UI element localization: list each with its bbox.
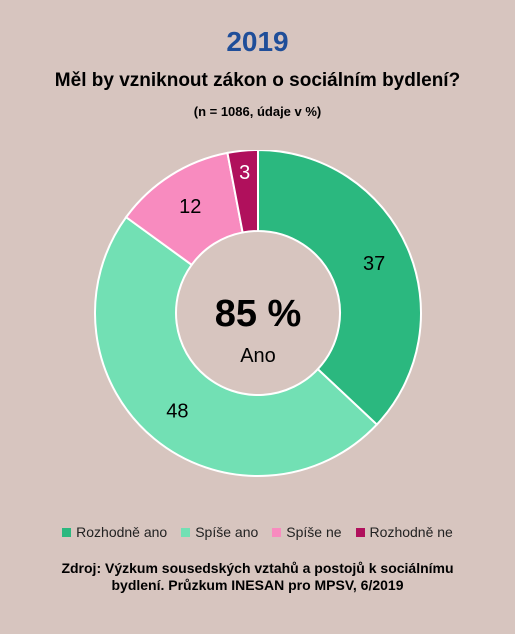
chart-legend: Rozhodně ano Spíše ano Spíše ne Rozhodně… [0,524,515,540]
legend-item-rozhodne-ne: Rozhodně ne [355,524,453,540]
data-label-3: 3 [239,162,250,184]
legend-item-spise-ano: Spíše ano [181,524,258,540]
data-label-0: 37 [363,253,385,275]
donut-chart: 37 48 12 3 85 % Ano [94,150,422,477]
chart-title: Měl by vzniknout zákon o sociálním bydle… [54,70,461,91]
donut-slice-0 [257,150,422,426]
legend-swatch [355,527,365,537]
legend-swatch [272,527,282,537]
center-label: Ano [240,345,276,367]
center-value: 85 % [215,293,302,335]
legend-swatch [181,527,191,537]
data-label-1: 48 [166,400,188,422]
legend-swatch [62,527,72,537]
source-line-2: bydlení. Průzkum INESAN pro MPSV, 6/2019 [111,577,404,593]
donut-slice-1 [94,215,379,477]
donut-slice-3 [226,150,259,234]
legend-label: Rozhodně ano [76,524,168,540]
chart-year: 2019 [226,26,289,57]
data-label-2: 12 [179,196,201,218]
source-note: Zdroj: Výzkum sousedských vztahů a posto… [0,560,515,594]
legend-label: Spíše ano [195,524,259,540]
chart-subtitle: (n = 1086, údaje v %) [193,104,322,119]
legend-item-spise-ne: Spíše ne [272,524,342,540]
legend-label: Spíše ne [286,524,342,540]
legend-item-rozhodne-ano: Rozhodně ano [62,524,167,540]
source-line-1: Zdroj: Výzkum sousedských vztahů a posto… [61,560,454,576]
legend-label: Rozhodně ne [369,524,453,540]
